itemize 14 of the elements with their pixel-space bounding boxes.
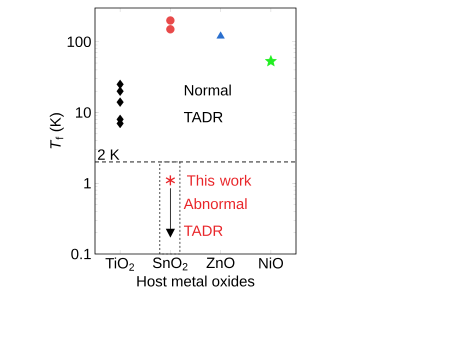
x-tick-label: ZnO	[206, 258, 234, 268]
y-axis-title: T$_{f}$ (K)	[50, 113, 64, 148]
annotation: Abnormal TADR	[184, 198, 247, 236]
ref-line-label: 2 K	[98, 149, 120, 160]
y-tick-label: 0.1	[71, 248, 91, 260]
x-tick-label: SnO$_{2}$	[152, 258, 188, 270]
y-tick-label: 10	[76, 107, 91, 118]
x-tick-label: TiO$_{2}$	[106, 258, 134, 271]
x-axis-title: Host metal oxides	[137, 276, 254, 287]
x-tick-label: NiO	[259, 258, 284, 268]
y-tick-label: 1	[84, 178, 91, 188]
annotation: Normal TADR	[184, 84, 231, 122]
y-tick-label: 100	[68, 36, 91, 48]
annotation: This work	[186, 174, 252, 186]
